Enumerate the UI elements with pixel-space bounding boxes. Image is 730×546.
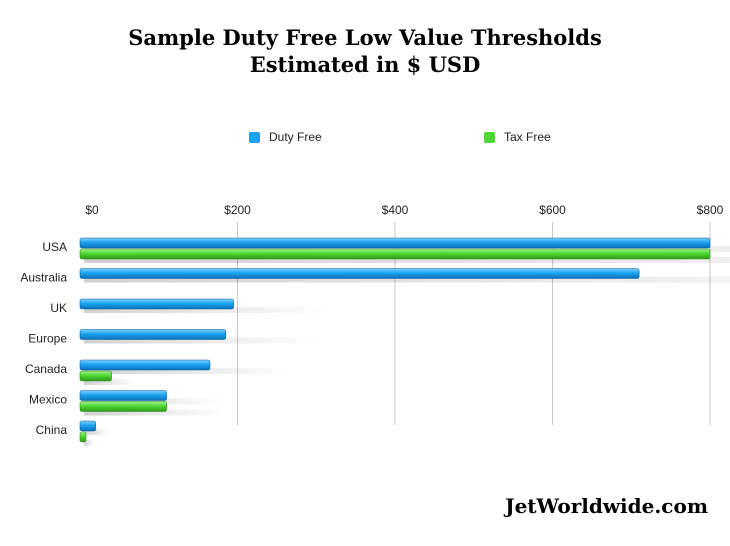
x-tick-label: $0 <box>85 203 99 217</box>
category-label: Europe <box>28 332 67 346</box>
category-label: Mexico <box>29 393 67 407</box>
legend-swatch-duty-free <box>249 131 260 143</box>
category-label: Australia <box>20 271 67 285</box>
bar-duty-free <box>79 390 167 401</box>
bar-shadow <box>84 337 318 344</box>
bar-tax-free <box>79 248 711 260</box>
bar-duty-free <box>79 298 234 310</box>
bar-duty-free <box>79 237 711 249</box>
x-tick-label: $400 <box>382 203 409 217</box>
category-label: Canada <box>25 362 67 376</box>
bar-duty-free <box>79 359 211 371</box>
bar-tax-free <box>79 431 87 443</box>
category-label: China <box>36 423 68 437</box>
chart-title: Sample Duty Free Low Value Thresholds Es… <box>0 24 730 78</box>
legend-item-tax-free: Tax Free <box>484 130 551 144</box>
bar-shadow <box>84 307 330 313</box>
bar-shadow <box>84 368 292 374</box>
bar-shadow <box>84 409 223 416</box>
y-axis-categories: USA Australia UK Europe Canada Mexico China <box>20 240 67 437</box>
bar-shadow <box>84 276 730 283</box>
bar-duty-free <box>79 268 640 279</box>
x-tick-label: $600 <box>539 203 566 217</box>
category-label: UK <box>50 301 67 315</box>
brand-watermark: JetWorldwide.com <box>505 494 708 518</box>
title-line-2: Estimated in $ USD <box>249 52 481 77</box>
legend-label-duty-free: Duty Free <box>269 130 322 144</box>
bar-shadow <box>84 440 94 446</box>
bar-duty-free <box>79 420 97 432</box>
legend-item-duty-free: Duty Free <box>249 130 322 144</box>
category-label: USA <box>42 240 67 254</box>
x-tick-label: $800 <box>697 203 724 217</box>
title-line-1: Sample Duty Free Low Value Thresholds <box>128 25 602 50</box>
bar-tax-free <box>79 370 112 382</box>
x-tick-label: $200 <box>224 203 251 217</box>
legend-label-tax-free: Tax Free <box>504 130 551 144</box>
bar-shadow <box>84 257 730 263</box>
bar-duty-free <box>79 329 226 340</box>
x-axis-ticks: $0 $200 $400 $600 $800 <box>85 203 723 217</box>
legend-swatch-tax-free <box>484 131 495 143</box>
bar-shadow <box>84 379 135 385</box>
bars <box>79 237 711 443</box>
bar-tax-free <box>79 401 167 412</box>
bar-shadow <box>84 429 110 435</box>
